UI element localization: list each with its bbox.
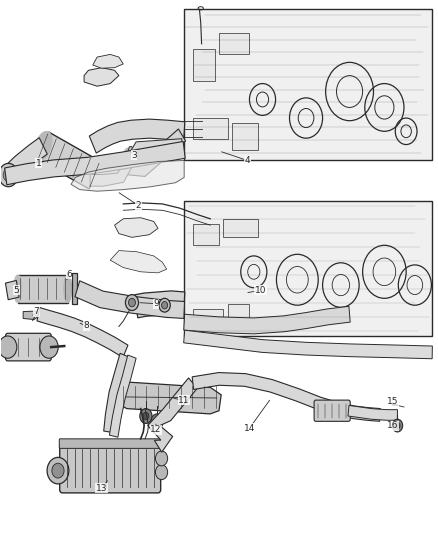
Polygon shape: [115, 217, 158, 237]
Polygon shape: [135, 291, 185, 318]
Text: 14: 14: [244, 424, 255, 433]
Polygon shape: [5, 141, 185, 185]
Polygon shape: [118, 382, 221, 414]
Bar: [223, 219, 258, 237]
Polygon shape: [84, 68, 119, 86]
Text: 9: 9: [153, 299, 159, 308]
Polygon shape: [75, 281, 184, 318]
Ellipse shape: [64, 275, 72, 303]
Circle shape: [140, 409, 152, 423]
Bar: [193, 224, 219, 245]
Bar: [193, 49, 215, 81]
Polygon shape: [71, 160, 184, 191]
Text: 15: 15: [387, 397, 399, 406]
Text: 10: 10: [254, 286, 266, 295]
Polygon shape: [18, 275, 68, 303]
Circle shape: [143, 413, 149, 419]
Circle shape: [0, 164, 18, 187]
Polygon shape: [93, 129, 186, 177]
Polygon shape: [110, 355, 136, 437]
Circle shape: [392, 419, 403, 432]
Polygon shape: [128, 147, 133, 153]
Text: 5: 5: [14, 286, 20, 295]
Ellipse shape: [35, 132, 52, 160]
Polygon shape: [38, 132, 100, 189]
Circle shape: [47, 457, 69, 484]
Polygon shape: [72, 273, 77, 304]
Text: 16: 16: [387, 421, 399, 430]
Ellipse shape: [125, 295, 138, 311]
Circle shape: [155, 465, 168, 480]
Text: 3: 3: [131, 151, 137, 160]
Circle shape: [151, 414, 163, 429]
Polygon shape: [89, 119, 185, 153]
FancyBboxPatch shape: [60, 443, 161, 493]
Bar: [232, 123, 258, 150]
Polygon shape: [184, 306, 350, 334]
Text: 2: 2: [136, 201, 141, 210]
Polygon shape: [184, 330, 432, 359]
Bar: [193, 118, 228, 139]
Polygon shape: [104, 353, 131, 433]
Circle shape: [40, 336, 58, 358]
Polygon shape: [4, 138, 47, 182]
Text: 6: 6: [66, 270, 72, 279]
Polygon shape: [93, 54, 123, 68]
Ellipse shape: [127, 150, 132, 155]
FancyBboxPatch shape: [314, 400, 350, 421]
Polygon shape: [23, 311, 39, 319]
Polygon shape: [110, 251, 167, 273]
Circle shape: [395, 422, 400, 429]
FancyBboxPatch shape: [6, 333, 51, 361]
Ellipse shape: [159, 298, 170, 312]
Text: 11: 11: [178, 395, 190, 405]
FancyBboxPatch shape: [184, 201, 432, 336]
Circle shape: [0, 336, 17, 358]
Circle shape: [52, 463, 64, 478]
Circle shape: [3, 168, 14, 181]
Bar: [193, 309, 223, 327]
Text: 7: 7: [33, 307, 39, 316]
Polygon shape: [37, 308, 128, 358]
Ellipse shape: [128, 298, 135, 307]
Polygon shape: [148, 378, 197, 452]
Text: 13: 13: [96, 483, 107, 492]
Polygon shape: [90, 139, 182, 186]
Circle shape: [154, 418, 160, 425]
Polygon shape: [348, 406, 397, 420]
Text: 8: 8: [83, 321, 89, 330]
FancyBboxPatch shape: [59, 439, 161, 448]
Text: 12: 12: [150, 425, 162, 434]
Text: 1: 1: [35, 159, 41, 167]
Text: 4: 4: [244, 156, 250, 165]
Bar: [228, 304, 250, 325]
Polygon shape: [192, 373, 380, 421]
Ellipse shape: [14, 275, 21, 303]
Ellipse shape: [124, 148, 135, 157]
Circle shape: [155, 451, 168, 466]
Bar: [219, 33, 250, 54]
Ellipse shape: [162, 302, 168, 309]
Polygon shape: [5, 280, 19, 300]
FancyBboxPatch shape: [184, 10, 432, 160]
